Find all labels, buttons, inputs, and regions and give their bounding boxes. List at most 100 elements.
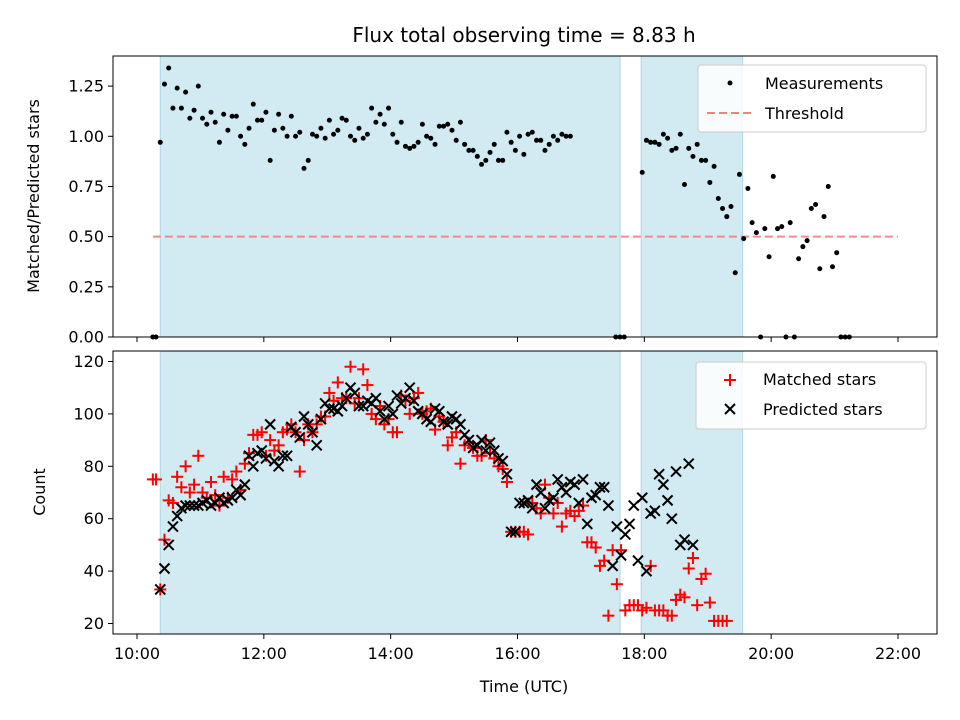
measurement-point-99: [567, 133, 573, 139]
measurement-point-149: [834, 250, 840, 256]
bottom-panel: 20 40 60 80 100 120 10:00 12:00 14:00 16:00 18:00 2…: [30, 350, 938, 663]
measurement-point-140: [796, 256, 802, 262]
predicted-point-34: [298, 410, 310, 423]
measurement-point-82: [495, 157, 501, 163]
measurement-point-107: [656, 141, 662, 147]
top-plot-frame: [112, 55, 938, 338]
measurement-point-134: [770, 173, 776, 179]
matched-point-42: [323, 386, 336, 399]
predicted-point-107: [606, 560, 619, 572]
measurement-point-63: [415, 139, 421, 145]
predicted-point-93: [547, 492, 560, 504]
matched-point-70: [441, 439, 454, 452]
measurement-point-126: [736, 171, 742, 177]
measurement-point-130: [753, 230, 759, 236]
y-tick-label-1-0: 20: [84, 614, 104, 633]
measurement-point-37: [305, 157, 311, 163]
observing-window-1: [159, 350, 621, 635]
measurement-point-81: [491, 141, 497, 147]
matched-point-123: [665, 609, 678, 622]
measurement-point-20: [233, 113, 239, 119]
matched-point-108: [602, 609, 615, 622]
measurement-point-30: [276, 111, 282, 117]
matched-point-17: [217, 470, 230, 483]
measurement-point-67: [432, 141, 438, 147]
predicted-point-117: [649, 505, 661, 517]
measurement-point-105: [648, 139, 654, 145]
measurement-point-28: [267, 157, 273, 163]
matched-point-136: [720, 614, 733, 627]
measurement-point-138: [787, 220, 793, 226]
predicted-point-118: [653, 468, 665, 480]
measurement-point-49: [356, 125, 362, 131]
matched-point-47: [344, 360, 357, 373]
matched-point-10: [188, 478, 201, 491]
bottom-legend: Matched stars Predicted stars: [695, 361, 927, 430]
measurement-point-109: [665, 135, 671, 141]
measurement-point-56: [386, 105, 392, 111]
matched-point-105: [589, 541, 602, 554]
measurement-point-128: [745, 185, 751, 191]
matched-point-11: [192, 449, 205, 462]
measurement-point-35: [297, 129, 303, 135]
predicted-point-101: [581, 518, 593, 530]
matched-point-129: [691, 599, 704, 612]
predicted-point-47: [353, 400, 365, 412]
y-tick-label-0-0: 0.00: [68, 328, 104, 347]
x-axis-label: Time (UTC): [479, 677, 568, 696]
measurement-point-29: [271, 127, 277, 133]
x-tick-label-5: 20:00: [748, 644, 794, 663]
predicted-point-106: [602, 499, 615, 512]
x-tick-label-6: 22:00: [875, 644, 921, 663]
measurement-point-4: [166, 65, 172, 71]
measurement-point-64: [419, 121, 425, 127]
measurement-point-98: [563, 133, 569, 139]
measurement-point-50: [360, 135, 366, 141]
measurement-point-78: [479, 161, 485, 167]
predicted-point-59: [403, 381, 416, 394]
legend-measurements-marker: [727, 80, 733, 86]
measurement-point-141: [800, 244, 806, 250]
measurement-point-9: [187, 115, 193, 121]
predicted-point-83: [505, 526, 517, 538]
measurement-point-74: [462, 141, 468, 147]
measurement-point-36: [301, 165, 307, 171]
measurement-point-65: [424, 133, 430, 139]
matched-point-35: [293, 465, 306, 478]
y-tick-label-1-2: 60: [84, 509, 104, 528]
measurement-point-21: [238, 133, 244, 139]
measurement-point-103: [639, 169, 645, 175]
matched-point-7: [175, 481, 188, 494]
measurement-point-10: [191, 107, 197, 113]
y-tick-label-1-4: 100: [73, 404, 104, 423]
measurement-point-89: [525, 131, 531, 137]
measurement-point-104: [643, 137, 649, 143]
measurement-point-14: [208, 109, 214, 115]
measurement-point-118: [703, 157, 709, 163]
predicted-point-52: [374, 405, 386, 417]
predicted-point-81: [496, 455, 509, 467]
predicted-point-89: [530, 478, 543, 491]
legend-predicted-marker: [724, 403, 736, 415]
measurement-point-120: [711, 163, 717, 169]
measurement-point-143: [808, 206, 814, 212]
predicted-point-68: [442, 418, 454, 431]
predicted-point-7: [184, 499, 196, 512]
matched-point-30: [272, 439, 285, 452]
measurement-point-18: [225, 127, 231, 133]
matched-point-110: [610, 578, 623, 591]
predicted-point-64: [425, 416, 437, 428]
matched-point-9: [183, 486, 196, 499]
measurement-point-110: [669, 147, 675, 153]
measurement-point-121: [715, 196, 721, 202]
matched-point-117: [640, 601, 653, 614]
matched-point-73: [454, 457, 467, 470]
measurement-point-22: [242, 141, 248, 147]
predicted-point-104: [594, 481, 606, 493]
measurement-point-58: [394, 139, 400, 145]
predicted-point-125: [683, 457, 695, 470]
measurement-point-142: [804, 238, 810, 244]
measurement-point-60: [402, 143, 408, 149]
measurement-point-95: [550, 133, 556, 139]
measurement-point-145: [817, 266, 823, 272]
